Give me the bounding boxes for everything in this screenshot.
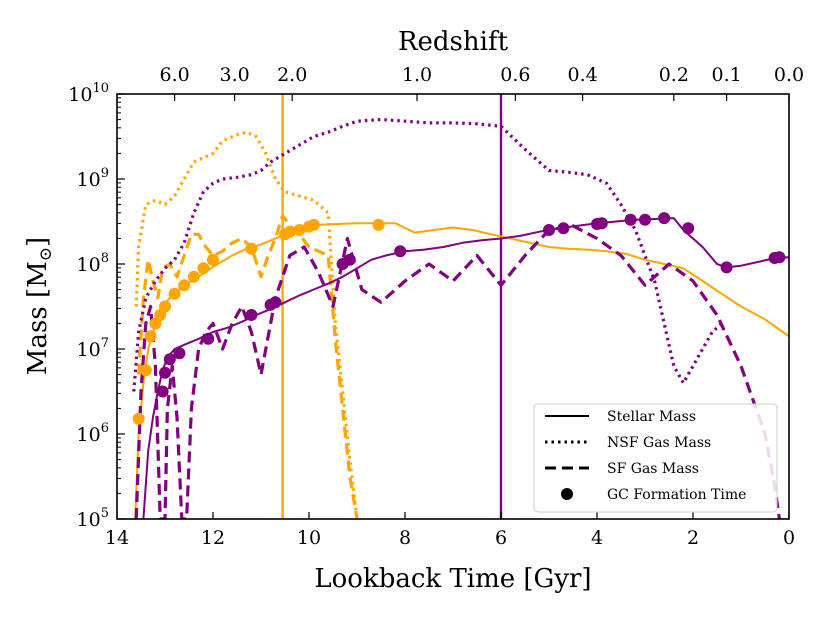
redshift-tick-label: 0.6 bbox=[500, 64, 530, 86]
gc-point-0-16 bbox=[307, 218, 320, 231]
y-tick-label: 107 bbox=[77, 336, 109, 361]
y-tick-base: 10 bbox=[77, 509, 101, 531]
redshift-tick-label: 0.2 bbox=[659, 64, 689, 86]
gc-point-0-1 bbox=[139, 364, 152, 377]
y-tick-base: 10 bbox=[77, 339, 101, 361]
gc-point-1-19 bbox=[720, 261, 733, 274]
y-tick-exponent: 7 bbox=[101, 336, 109, 351]
y-tick-base: 10 bbox=[68, 84, 92, 106]
top-axis-title: Redshift bbox=[398, 27, 509, 57]
axes-ticks: 14 12 10 8 6 4 2 06.0 3.0 2.0 1.0 0.6 0.4 0.2 0.1 0.010… bbox=[68, 64, 804, 549]
gc-point-1-1 bbox=[159, 366, 171, 379]
y-axis-title: Mass [M⊙] bbox=[23, 237, 56, 375]
x-tick-label: 12 bbox=[201, 527, 225, 549]
legend-label-2: SF Gas Mass bbox=[607, 461, 699, 477]
y-tick-exponent: 9 bbox=[101, 166, 109, 181]
redshift-tick-label: 1.0 bbox=[402, 64, 432, 86]
y-tick-exponent: 10 bbox=[92, 81, 109, 96]
gc-point-0-8 bbox=[187, 270, 200, 283]
y-tick-base: 10 bbox=[77, 169, 101, 191]
legend-label-1: NSF Gas Mass bbox=[607, 435, 711, 451]
gc-point-1-15 bbox=[624, 213, 637, 226]
gc-points-layer bbox=[132, 212, 786, 425]
gc-point-1-12 bbox=[557, 222, 570, 235]
redshift-tick-label: 6.0 bbox=[159, 64, 189, 86]
y-tick-exponent: 5 bbox=[101, 506, 109, 521]
series-purple-nsf bbox=[132, 117, 723, 392]
gc-point-1-18 bbox=[682, 222, 695, 235]
y-tick-label: 106 bbox=[77, 421, 109, 446]
gc-point-1-9 bbox=[343, 253, 356, 266]
y-tick-base: 10 bbox=[77, 254, 101, 276]
gc-point-0-7 bbox=[178, 279, 191, 292]
gc-point-1-10 bbox=[394, 245, 407, 258]
gc-point-0-5 bbox=[159, 300, 171, 313]
gc-point-0-10 bbox=[207, 253, 219, 266]
plot-frame bbox=[116, 93, 790, 520]
x-axis-title: Lookback Time [Gyr] bbox=[314, 564, 591, 594]
redshift-tick-label: 0.0 bbox=[774, 64, 804, 86]
x-tick-label: 6 bbox=[495, 527, 507, 549]
y-tick-label: 105 bbox=[77, 506, 109, 531]
x-tick-label: 14 bbox=[105, 527, 129, 549]
y-axis-title-sub: ⊙ bbox=[36, 247, 56, 261]
redshift-tick-label: 3.0 bbox=[219, 64, 249, 86]
legend: Stellar Mass NSF Gas Mass SF Gas Mass GC Fo… bbox=[533, 403, 778, 513]
y-tick-base: 10 bbox=[77, 424, 101, 446]
x-tick-label: 0 bbox=[783, 527, 795, 549]
gc-point-1-11 bbox=[543, 224, 555, 236]
gc-point-1-7 bbox=[269, 296, 282, 309]
gc-point-1-14 bbox=[595, 217, 608, 230]
y-axis-title-main: Mass [M bbox=[23, 261, 53, 375]
y-tick-exponent: 6 bbox=[101, 421, 109, 436]
legend-marker-3 bbox=[561, 488, 573, 500]
redshift-tick-label: 0.1 bbox=[711, 64, 741, 86]
y-tick-exponent: 8 bbox=[101, 251, 109, 266]
gc-point-0-13 bbox=[283, 225, 296, 238]
y-tick-label: 109 bbox=[77, 166, 109, 191]
gc-point-0-0 bbox=[132, 412, 145, 425]
x-tick-label: 10 bbox=[297, 527, 321, 549]
gc-point-0-9 bbox=[197, 262, 210, 275]
redshift-tick-label: 2.0 bbox=[277, 64, 307, 86]
gc-point-0-17 bbox=[372, 218, 385, 231]
gc-point-1-0 bbox=[156, 385, 169, 398]
series-orange-nsf bbox=[134, 130, 359, 519]
gc-point-1-5 bbox=[245, 309, 258, 321]
gc-point-1-16 bbox=[639, 213, 651, 226]
redshift-tick-label: 0.4 bbox=[567, 64, 597, 86]
gc-point-1-4 bbox=[202, 332, 215, 345]
y-tick-label: 1010 bbox=[68, 81, 109, 106]
y-axis-title-close: ] bbox=[23, 237, 53, 247]
legend-label-0: Stellar Mass bbox=[607, 409, 696, 425]
legend-label-3: GC Formation Time bbox=[607, 487, 746, 503]
gc-point-0-6 bbox=[168, 287, 181, 300]
series-purple-sf bbox=[134, 224, 781, 519]
gc-point-0-14 bbox=[293, 224, 306, 236]
x-tick-label: 4 bbox=[591, 527, 603, 549]
gc-point-1-21 bbox=[773, 251, 786, 264]
gc-point-1-17 bbox=[658, 212, 671, 225]
gc-point-0-11 bbox=[245, 242, 258, 255]
x-tick-label: 8 bbox=[399, 527, 411, 549]
y-tick-label: 108 bbox=[77, 251, 109, 276]
legend-box bbox=[533, 403, 778, 513]
gc-point-1-2 bbox=[163, 353, 176, 366]
gc-point-0-2 bbox=[144, 330, 157, 343]
gc-point-1-3 bbox=[173, 347, 186, 360]
x-tick-label: 2 bbox=[687, 527, 699, 549]
